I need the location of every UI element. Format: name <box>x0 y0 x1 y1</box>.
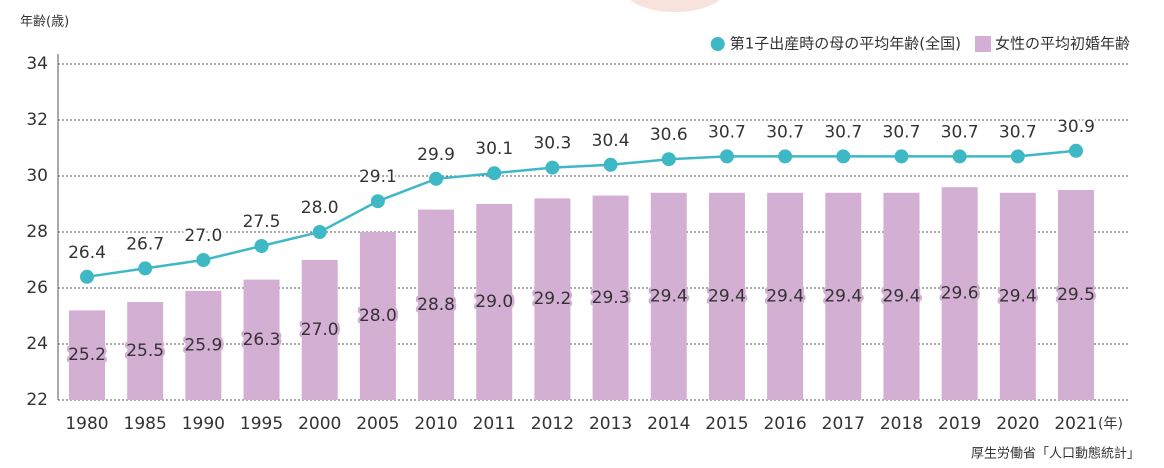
line-value-label: 27.0 <box>184 226 222 246</box>
y-tick-label: 34 <box>26 54 48 74</box>
line-value-label: 29.1 <box>359 167 397 187</box>
bar-value-label: 25.9 <box>184 335 222 355</box>
x-tick-label: 1995 <box>240 414 283 434</box>
bar-value-label: 29.4 <box>650 286 688 306</box>
legend-swatch <box>975 36 991 52</box>
x-tick-label: 2018 <box>880 414 923 434</box>
x-tick-label: 2019 <box>938 414 981 434</box>
line-value-label: 30.3 <box>533 134 571 154</box>
point <box>545 161 559 175</box>
x-tick-label: 1985 <box>124 414 167 434</box>
bar-value-label: 29.3 <box>592 288 630 308</box>
bar-value-label: 29.4 <box>708 286 746 306</box>
bar-value-label: 28.8 <box>417 295 455 315</box>
legend-label: 女性の平均初婚年齢 <box>995 35 1130 53</box>
decoration <box>625 0 725 12</box>
bar-value-label: 25.2 <box>68 345 106 365</box>
line <box>87 151 1076 277</box>
line-value-label: 30.7 <box>824 122 862 142</box>
bar-value-label: 29.4 <box>883 286 921 306</box>
bar-value-label: 29.4 <box>999 286 1037 306</box>
line-value-label: 30.7 <box>999 122 1037 142</box>
x-tick-label: 2012 <box>531 414 574 434</box>
point <box>255 239 269 253</box>
point <box>604 158 618 172</box>
line-value-label: 30.7 <box>766 122 804 142</box>
y-tick-label: 30 <box>26 166 48 186</box>
y-tick-label: 32 <box>26 110 48 130</box>
line-value-label: 26.4 <box>68 243 106 263</box>
y-tick-label: 22 <box>26 390 48 410</box>
x-tick-label: 2020 <box>996 414 1039 434</box>
bar-value-label: 29.4 <box>766 286 804 306</box>
point <box>371 194 385 208</box>
line-value-label: 30.1 <box>475 139 513 159</box>
point <box>313 225 327 239</box>
legend-swatch <box>711 37 725 51</box>
bar-value-label: 26.3 <box>243 330 281 350</box>
x-tick-label: 2005 <box>356 414 399 434</box>
point <box>778 149 792 163</box>
line-value-label: 30.9 <box>1057 117 1095 137</box>
x-tick-label: 1990 <box>182 414 225 434</box>
point <box>80 270 94 284</box>
bar-value-label: 25.5 <box>126 341 164 361</box>
x-tick-label: 2014 <box>647 414 690 434</box>
legend-label: 第1子出産時の母の平均年齢(全国) <box>730 35 961 53</box>
x-tick-label: 2013 <box>589 414 632 434</box>
bar-value-label: 29.2 <box>533 289 571 309</box>
x-tick-label: 1980 <box>65 414 108 434</box>
point <box>662 152 676 166</box>
bar-value-label: 28.0 <box>359 306 397 326</box>
x-tick-label: 2021 <box>1054 414 1097 434</box>
line-value-label: 27.5 <box>243 212 281 232</box>
x-tick-label: 2000 <box>298 414 341 434</box>
x-tick-label: 2017 <box>822 414 865 434</box>
x-tick-label: 2011 <box>473 414 516 434</box>
point <box>429 172 443 186</box>
bar-value-label: 29.5 <box>1057 285 1095 305</box>
point <box>196 253 210 267</box>
point <box>138 261 152 275</box>
point <box>720 149 734 163</box>
line-value-label: 30.7 <box>883 122 921 142</box>
line-value-label: 30.7 <box>941 122 979 142</box>
point <box>894 149 908 163</box>
bar-value-label: 29.0 <box>475 292 513 312</box>
y-tick-label: 26 <box>26 278 48 298</box>
y-tick-label: 28 <box>26 222 48 242</box>
line-value-label: 30.6 <box>650 125 688 145</box>
line-value-label: 28.0 <box>301 198 339 218</box>
point <box>953 149 967 163</box>
point <box>836 149 850 163</box>
line-value-label: 29.9 <box>417 145 455 165</box>
line-value-label: 30.7 <box>708 122 746 142</box>
point <box>487 166 501 180</box>
chart: 年齢(歳) (年) 厚生労働省「人口動態統計」 22 24 26 28 30 32 34 19… <box>0 0 1164 468</box>
source: 厚生労働省「人口動態統計」 <box>971 446 1140 462</box>
x-tick-label: 2016 <box>763 414 806 434</box>
x-tick-label: 2010 <box>414 414 457 434</box>
line-value-label: 30.4 <box>592 131 630 151</box>
bar-value-label: 29.6 <box>941 284 979 304</box>
y-axis-label: 年齢(歳) <box>20 15 69 30</box>
point <box>1011 149 1025 163</box>
x-tick-label: 2015 <box>705 414 748 434</box>
line-value-label: 26.7 <box>126 234 164 254</box>
bar-value-label: 27.0 <box>301 320 339 340</box>
x-unit: (年) <box>1098 416 1123 432</box>
point <box>1069 144 1083 158</box>
y-tick-label: 24 <box>26 334 48 354</box>
bar-value-label: 29.4 <box>824 286 862 306</box>
